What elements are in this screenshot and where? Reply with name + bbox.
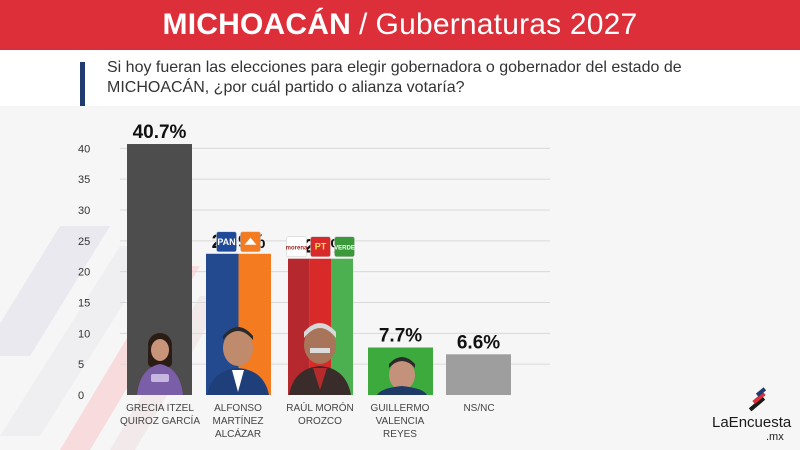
y-tick-label: 10 — [78, 328, 90, 340]
pvem-logo: VERDE — [334, 236, 355, 257]
y-tick-label: 40 — [78, 143, 90, 155]
candidate-photo-raul — [289, 323, 351, 395]
y-tick-label: 15 — [78, 298, 90, 310]
pan-logo: PAN — [216, 231, 237, 253]
candidate-label-nsnc: NS/NC — [429, 402, 529, 415]
svg-text:PT: PT — [315, 242, 327, 252]
candidate-label-line: VALENCIA — [375, 416, 425, 427]
y-tick-label: 30 — [78, 205, 90, 217]
y-tick-label: 5 — [78, 359, 84, 371]
candidate-label-line: QUIROZ GARCÍA — [119, 416, 200, 427]
value-label: 6.6% — [457, 332, 500, 353]
bar-segment — [331, 258, 353, 395]
candidate-photo-guillermo — [377, 357, 427, 395]
candidate-label-alfonso: ALFONSO MARTÍNEZ ALCÁZAR — [188, 402, 288, 441]
value-label: 40.7% — [133, 122, 187, 143]
svg-text:VERDE: VERDE — [334, 246, 355, 252]
mc-logo — [240, 231, 261, 253]
brand-logo: LaEncuesta .mx — [712, 386, 796, 443]
candidate-label-guillermo: GUILLERMO VALENCIA REYES — [350, 402, 450, 441]
y-tick-label: 35 — [78, 174, 90, 186]
candidate-label-line: RAÚL MORÓN — [286, 403, 354, 414]
header-region: MICHOACÁN — [162, 8, 351, 41]
candidate-label-line: ALCÁZAR — [214, 429, 262, 440]
y-tick-label: 0 — [78, 390, 84, 402]
candidate-label-line: OROZCO — [298, 416, 342, 427]
question-accent-bar — [80, 62, 85, 110]
candidate-label-line: ALFONSO — [214, 403, 262, 414]
header-title: Gubernaturas 2027 — [375, 8, 638, 41]
candidate-label-grecia: GRECIA ITZEL QUIROZ GARCÍA — [110, 402, 210, 428]
pt-logo: PT — [310, 236, 331, 257]
bar-segment — [288, 258, 310, 395]
brand-name: LaEncuesta — [712, 414, 792, 431]
brand-emblem-icon — [748, 387, 767, 412]
y-tick-label: 20 — [78, 267, 90, 279]
svg-text:PAN: PAN — [217, 237, 235, 247]
morena-logo: morena — [286, 236, 308, 257]
y-tick-label: 25 — [78, 236, 90, 248]
question-text: Si hoy fueran las elecciones para elegir… — [107, 59, 682, 96]
candidate-label-line: GRECIA ITZEL — [126, 403, 194, 414]
candidate-label-line: MARTÍNEZ — [212, 416, 264, 427]
svg-text:morena: morena — [286, 246, 308, 252]
header-separator: / — [358, 8, 368, 41]
header-banner: MICHOACÁN / Gubernaturas 2027 — [0, 0, 800, 50]
candidate-photo-grecia — [137, 333, 183, 395]
candidate-label-line: GUILLERMO — [370, 403, 430, 414]
candidate-label-line: REYES — [383, 429, 417, 440]
candidate-label-line: NS/NC — [463, 403, 495, 414]
question-block: Si hoy fueran las elecciones para elegir… — [80, 58, 760, 110]
y-axis: 0 5 10 15 20 25 30 35 40 — [78, 143, 90, 402]
candidate-label-raul: RAÚL MORÓN OROZCO — [270, 402, 370, 428]
brand-suffix: .mx — [766, 431, 784, 443]
bar-segment — [446, 354, 511, 395]
candidate-photo-alfonso — [207, 327, 269, 395]
value-label: 7.7% — [379, 326, 422, 347]
